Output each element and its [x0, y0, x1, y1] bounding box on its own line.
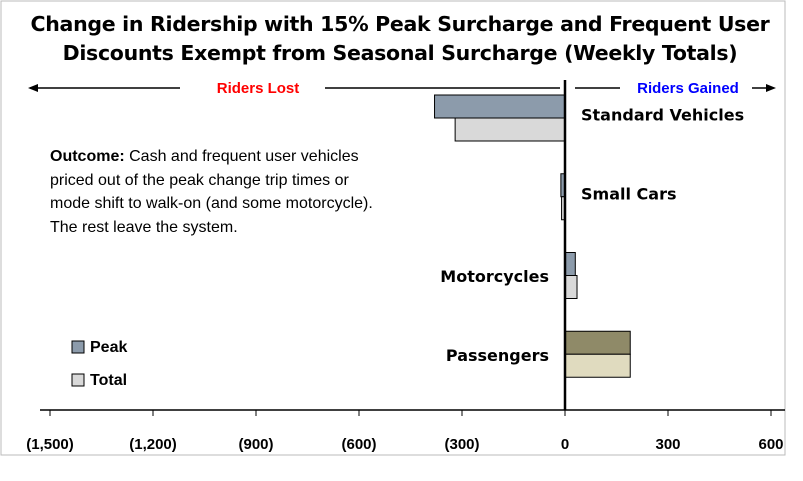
- bar: [564, 252, 576, 276]
- x-tick-label: (1,200): [129, 436, 177, 453]
- bar: [454, 117, 566, 142]
- x-tick-label: 0: [561, 436, 569, 453]
- x-tick-label: (1,500): [26, 436, 74, 453]
- legend-label: Total: [90, 372, 127, 389]
- category-label: Passengers: [446, 346, 549, 365]
- legend-swatch: [71, 340, 85, 354]
- x-tick-label: (900): [238, 436, 273, 453]
- x-tick-label: (600): [341, 436, 376, 453]
- riders-gained: Riders Gained: [637, 80, 739, 97]
- outcome-label: Outcome:: [50, 148, 125, 165]
- x-tick-label: (300): [444, 436, 479, 453]
- arrow-head: [28, 84, 38, 92]
- bar: [434, 94, 566, 119]
- bar: [564, 353, 631, 378]
- outcome-text: Cash and frequent user vehicles priced o…: [50, 148, 373, 236]
- legend-swatch: [71, 373, 85, 387]
- bar: [564, 275, 578, 299]
- riders-lost: Riders Lost: [217, 80, 300, 97]
- category-label: Standard Vehicles: [581, 106, 744, 125]
- bar: [564, 330, 631, 355]
- category-label: Motorcycles: [440, 267, 549, 286]
- x-tick-label: 600: [758, 436, 783, 453]
- legend-label: Peak: [90, 339, 127, 356]
- x-tick-label: 300: [655, 436, 680, 453]
- chart-frame: [0, 0, 786, 456]
- outcome-note: Outcome: Cash and frequent user vehicles…: [50, 145, 380, 239]
- arrow-head: [766, 84, 776, 92]
- category-label: Small Cars: [581, 184, 676, 203]
- chart-title: Change in Ridership with 15% Peak Surcha…: [30, 12, 770, 65]
